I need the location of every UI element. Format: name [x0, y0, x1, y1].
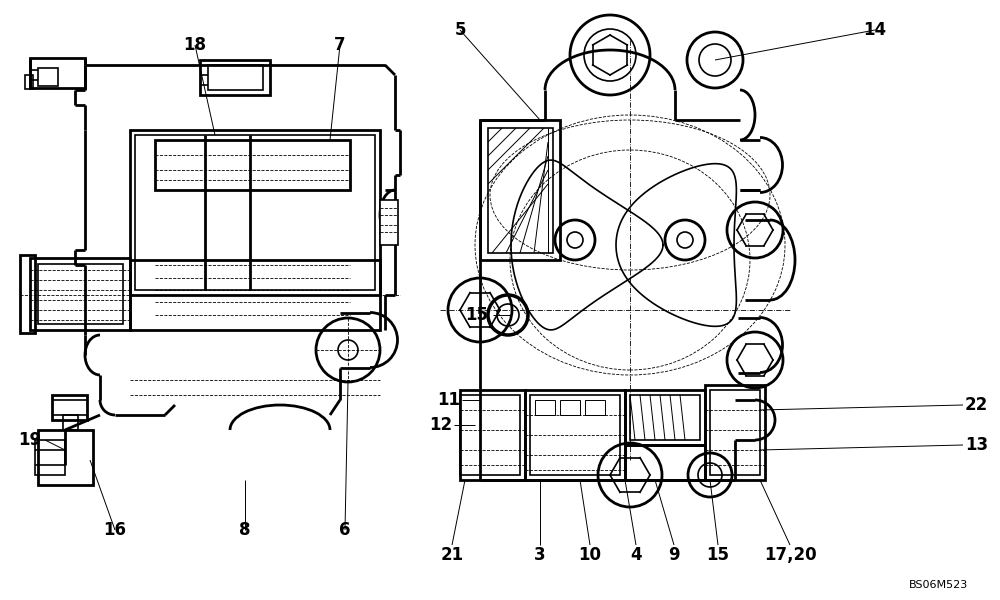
Bar	[625, 445, 705, 480]
Bar	[38, 68, 58, 86]
Text: 11: 11	[437, 391, 460, 409]
Text: 12: 12	[429, 416, 452, 434]
Text: 17,20: 17,20	[764, 546, 816, 564]
Bar	[20, 255, 35, 333]
Bar	[155, 140, 350, 190]
Bar	[530, 395, 620, 475]
Text: 5: 5	[454, 21, 466, 39]
Text: 7: 7	[334, 36, 346, 54]
Bar	[705, 385, 765, 480]
Bar	[38, 264, 123, 324]
Bar	[560, 400, 580, 415]
Bar	[135, 135, 375, 290]
Text: 4: 4	[630, 546, 642, 564]
Bar	[52, 395, 87, 420]
Text: 16: 16	[104, 521, 126, 539]
Bar	[480, 120, 560, 260]
Text: 22: 22	[965, 396, 988, 414]
Bar	[535, 400, 555, 415]
Bar	[460, 395, 520, 475]
Bar	[25, 75, 33, 89]
Bar	[525, 390, 625, 480]
Text: 3: 3	[534, 546, 546, 564]
Text: 10: 10	[578, 546, 602, 564]
Bar	[625, 390, 705, 445]
Bar	[710, 390, 760, 475]
Bar	[30, 58, 85, 88]
Bar	[130, 260, 380, 330]
Text: 15: 15	[706, 546, 730, 564]
Text: 14: 14	[863, 21, 887, 39]
Bar	[63, 415, 78, 430]
Bar	[200, 60, 270, 95]
Bar	[130, 130, 380, 295]
Text: 18: 18	[184, 36, 207, 54]
Bar	[38, 430, 93, 485]
Bar	[488, 128, 553, 253]
Bar	[585, 400, 605, 415]
Bar	[460, 390, 525, 480]
Text: 19: 19	[18, 431, 42, 449]
Bar	[630, 395, 700, 440]
Text: 8: 8	[239, 521, 251, 539]
Text: 13: 13	[965, 436, 988, 454]
Text: 15: 15	[465, 306, 488, 324]
Bar	[35, 440, 65, 475]
Text: 6: 6	[339, 521, 351, 539]
Text: 9: 9	[668, 546, 680, 564]
Bar	[208, 65, 263, 90]
Text: BS06M523: BS06M523	[909, 580, 968, 590]
Bar	[380, 200, 398, 245]
Text: 21: 21	[440, 546, 464, 564]
Bar	[30, 258, 130, 330]
